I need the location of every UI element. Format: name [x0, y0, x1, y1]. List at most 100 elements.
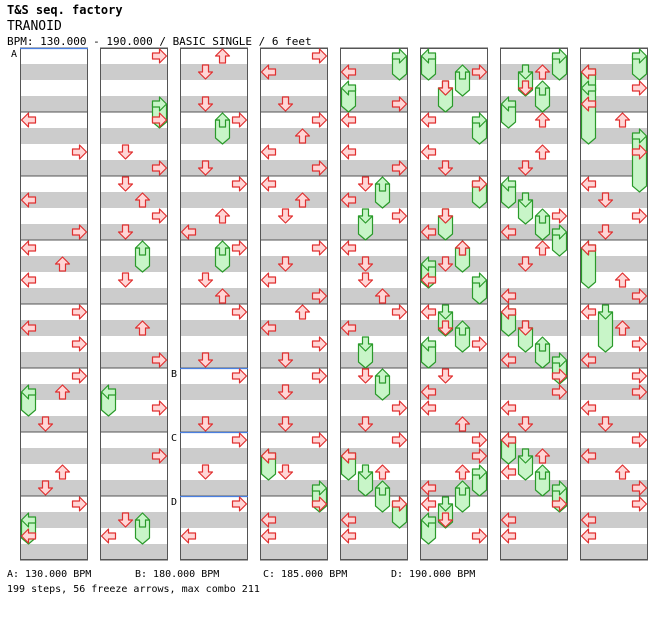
freeze-arrow-up-icon — [454, 480, 471, 496]
freeze-arrow-left-icon — [500, 96, 517, 112]
stripe-band — [180, 160, 248, 176]
arrow-down-icon — [277, 208, 294, 224]
arrow-right-icon — [151, 160, 168, 176]
arrow-down-icon — [277, 416, 294, 432]
arrow-right-icon — [151, 400, 168, 416]
arrow-down-icon — [437, 368, 454, 384]
arrow-up-icon — [214, 208, 231, 224]
arrow-right-icon — [551, 384, 568, 400]
freeze-arrow-left-icon — [420, 48, 437, 64]
stripe-band — [580, 512, 648, 528]
arrow-up-icon — [614, 112, 631, 128]
arrow-left-icon — [420, 400, 437, 416]
arrow-up-icon — [534, 112, 551, 128]
arrow-up-icon — [134, 192, 151, 208]
stripe-band — [580, 416, 648, 432]
arrow-right-icon — [231, 304, 248, 320]
arrow-right-icon — [631, 496, 648, 512]
arrow-up-icon — [54, 464, 71, 480]
freeze-arrow-left-icon — [500, 176, 517, 192]
stripe-band — [20, 384, 88, 400]
column-border — [580, 48, 648, 560]
freeze-arrow-down-icon — [597, 304, 614, 320]
stripe-band — [420, 288, 488, 304]
arrow-right-icon — [471, 336, 488, 352]
stripe-band — [340, 544, 408, 560]
freeze-arrow-right-icon — [471, 112, 488, 128]
arrow-left-icon — [420, 112, 437, 128]
stripe-band — [340, 352, 408, 368]
stripe-band — [500, 544, 568, 560]
stripe-band — [20, 128, 88, 144]
arrow-down-icon — [357, 272, 374, 288]
arrow-right-icon — [311, 432, 328, 448]
stripe-band — [180, 96, 248, 112]
freeze-arrow-up-icon — [454, 320, 471, 336]
stripe-band — [180, 544, 248, 560]
stripe-band — [500, 512, 568, 528]
stripe-band — [260, 448, 328, 464]
arrow-left-icon — [260, 320, 277, 336]
stripe-band — [260, 544, 328, 560]
freeze-arrow-down-icon — [357, 464, 374, 480]
freeze-arrow-left-icon — [420, 336, 437, 352]
arrow-right-icon — [231, 496, 248, 512]
stripe-band — [100, 384, 168, 400]
arrow-down-icon — [517, 320, 534, 336]
stripe-band — [500, 384, 568, 400]
arrow-right-icon — [471, 64, 488, 80]
stripe-band — [580, 192, 648, 208]
stripe-band — [180, 480, 248, 496]
arrow-left-icon — [580, 528, 597, 544]
arrow-down-icon — [117, 512, 134, 528]
arrow-right-icon — [471, 432, 488, 448]
freeze-arrow-up-icon — [214, 240, 231, 256]
freeze-arrow-right-icon — [551, 48, 568, 64]
arrow-right-icon — [151, 448, 168, 464]
arrow-down-icon — [437, 80, 454, 96]
arrow-right-icon — [311, 48, 328, 64]
arrow-down-icon — [357, 256, 374, 272]
arrow-left-icon — [500, 432, 517, 448]
stripe-band — [420, 64, 488, 80]
stripe-band — [580, 256, 648, 272]
arrow-left-icon — [340, 112, 357, 128]
arrow-left-icon — [500, 224, 517, 240]
arrow-left-icon — [580, 64, 597, 80]
arrow-left-icon — [580, 96, 597, 112]
arrow-left-icon — [340, 512, 357, 528]
freeze-arrow-up-icon — [214, 112, 231, 128]
arrow-right-icon — [311, 336, 328, 352]
arrow-up-icon — [534, 448, 551, 464]
arrow-left-icon — [180, 224, 197, 240]
stripe-band — [180, 288, 248, 304]
stripe-band — [500, 256, 568, 272]
freeze-arrow-left-icon — [340, 80, 357, 96]
freeze-arrow-up-icon — [134, 512, 151, 528]
stripe-band — [260, 320, 328, 336]
arrow-right-icon — [631, 288, 648, 304]
freeze-arrow-right-icon — [151, 96, 168, 112]
freeze-tail — [631, 135, 648, 193]
arrow-right-icon — [631, 384, 648, 400]
bpm-legend: A: 130.000 BPM B: 180.000 BPM C: 185.000… — [0, 569, 672, 583]
arrow-right-icon — [631, 80, 648, 96]
freeze-arrow-down-icon — [437, 304, 454, 320]
arrow-right-icon — [311, 160, 328, 176]
stripe-band — [20, 416, 88, 432]
stripe-band — [20, 448, 88, 464]
arrow-left-icon — [260, 528, 277, 544]
arrow-left-icon — [340, 528, 357, 544]
arrow-right-icon — [311, 496, 328, 512]
stripe-band — [260, 96, 328, 112]
freeze-arrow-up-icon — [374, 176, 391, 192]
stripe-band — [180, 320, 248, 336]
stripe-band — [20, 288, 88, 304]
arrow-right-icon — [311, 288, 328, 304]
arrow-left-icon — [20, 192, 37, 208]
freeze-arrow-down-icon — [517, 192, 534, 208]
arrow-right-icon — [391, 208, 408, 224]
arrow-left-icon — [420, 304, 437, 320]
arrow-left-icon — [340, 64, 357, 80]
arrow-right-icon — [231, 112, 248, 128]
